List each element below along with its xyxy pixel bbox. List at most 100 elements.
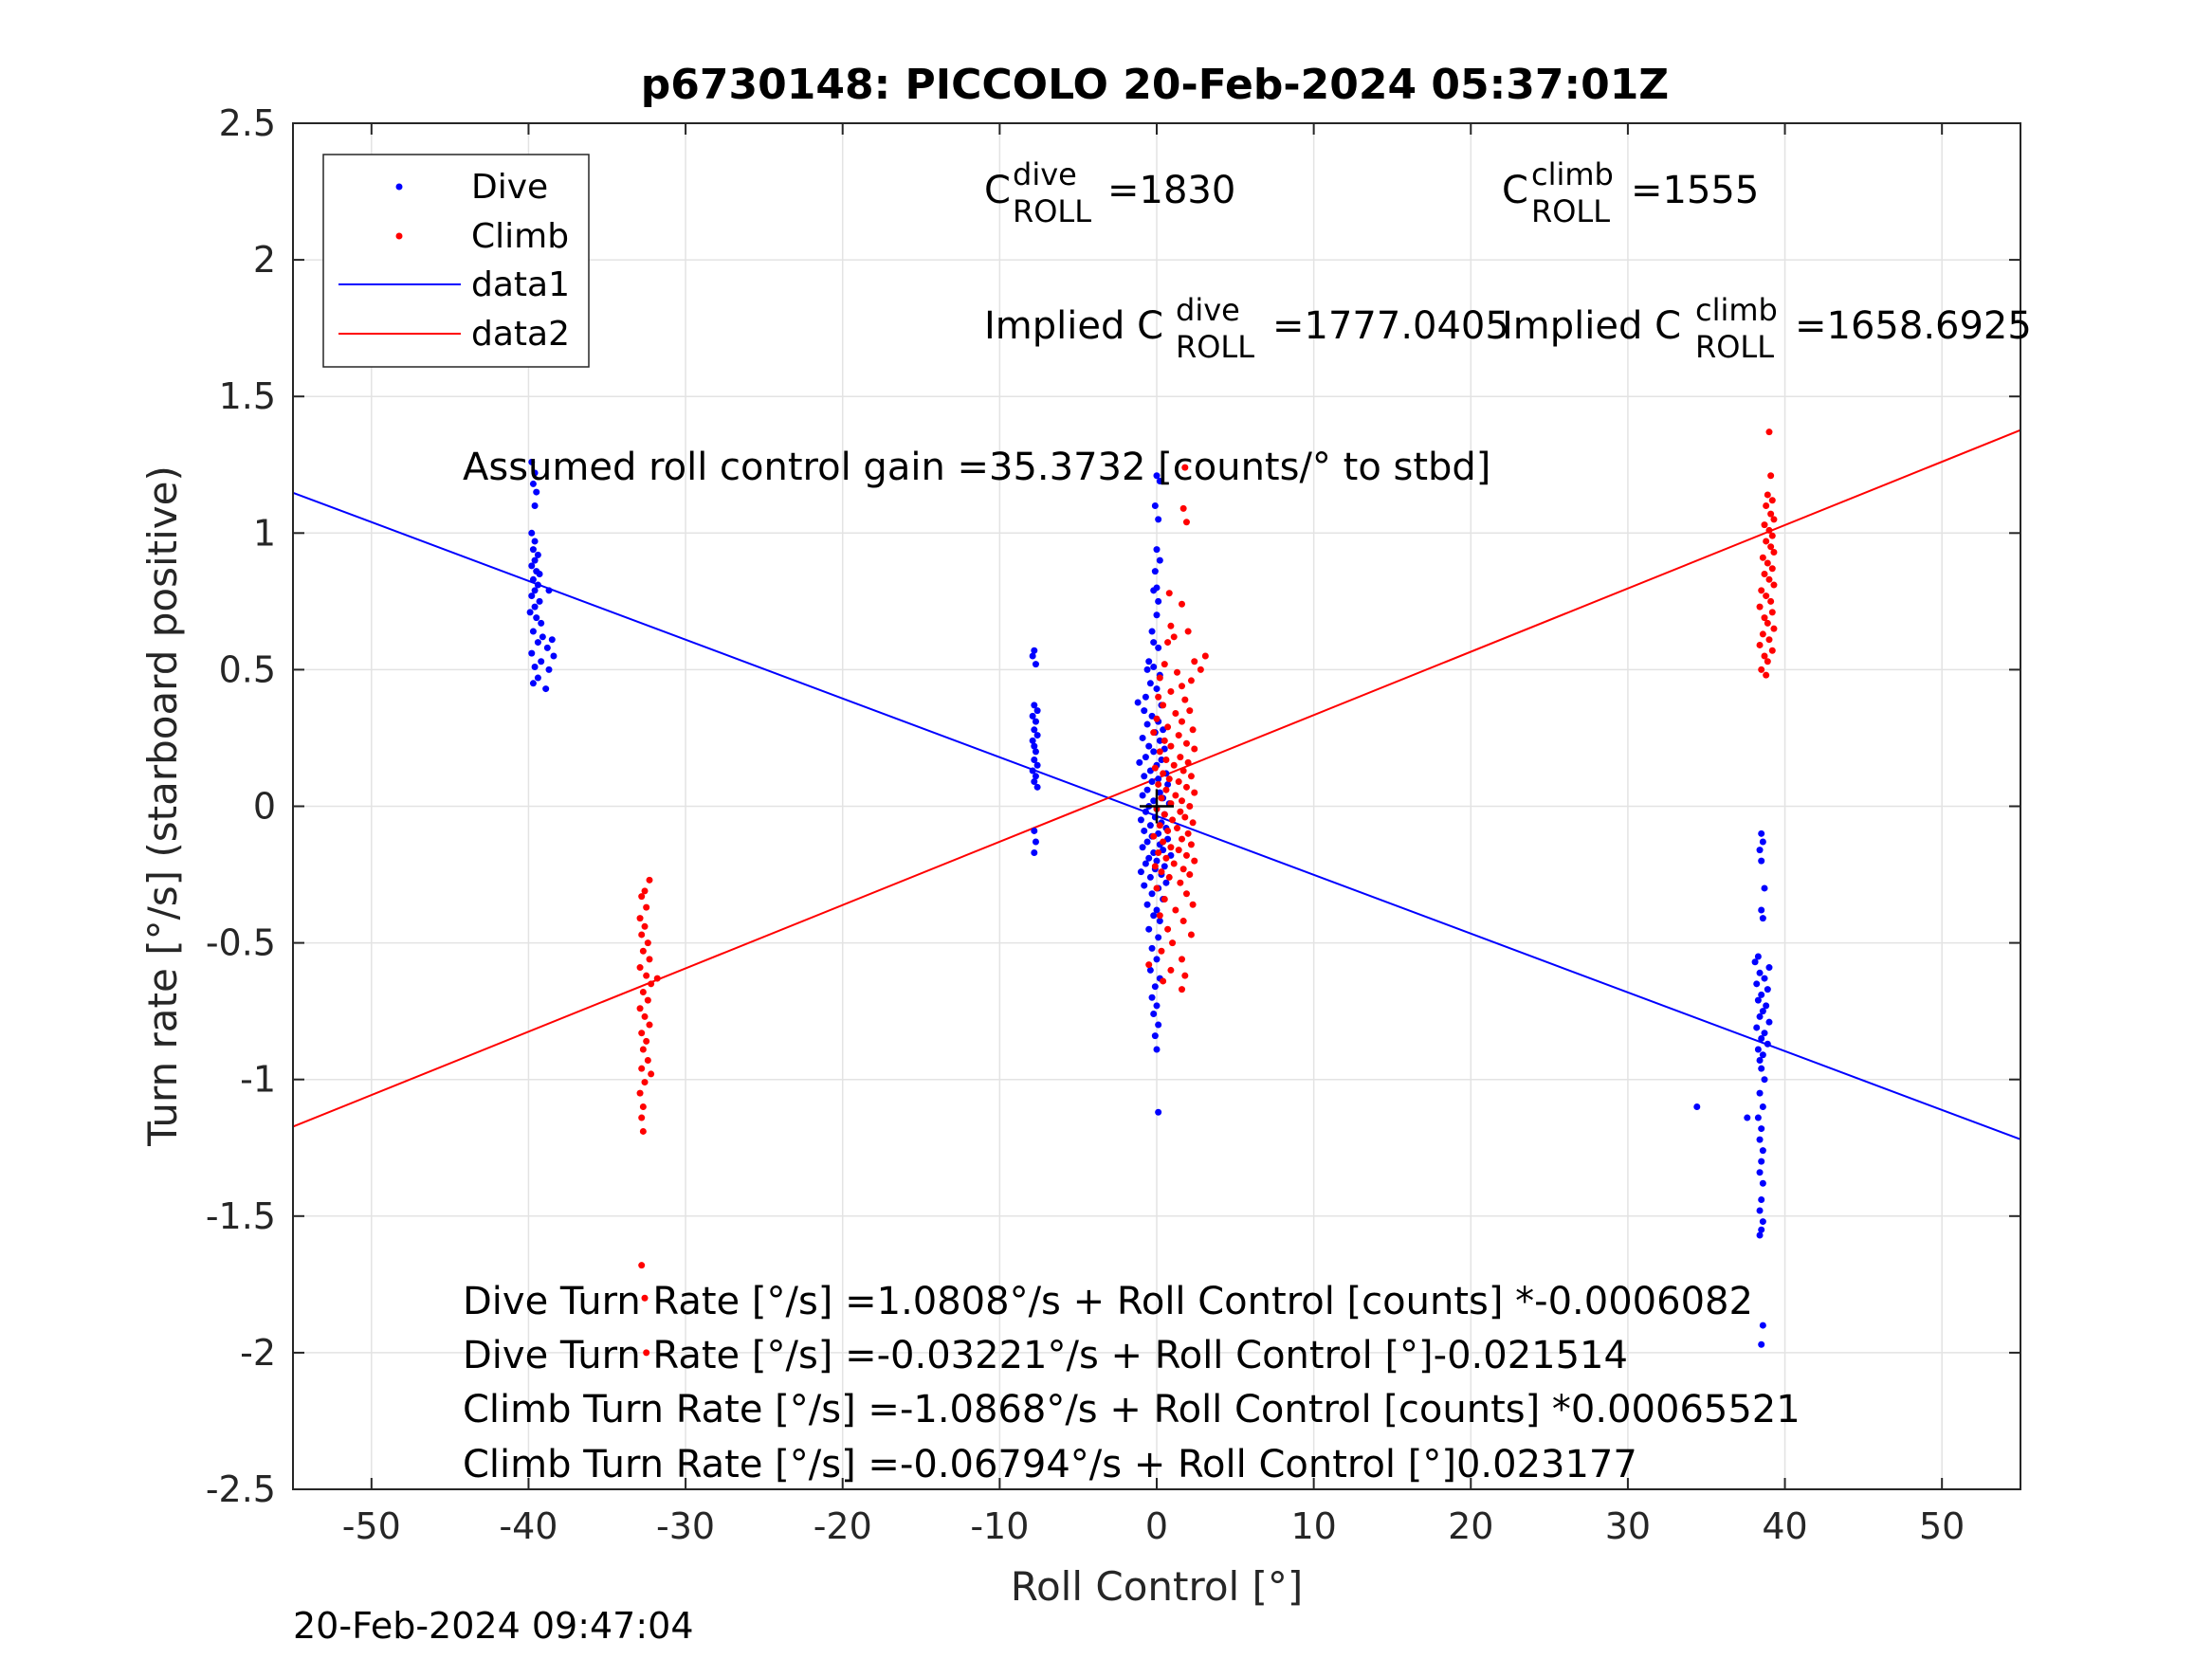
point-dive <box>1761 884 1768 892</box>
point-dive <box>1751 958 1759 966</box>
point-climb <box>1156 674 1163 682</box>
annotation-c-dive-sup: dive <box>1013 156 1077 192</box>
point-climb <box>641 1079 649 1086</box>
point-dive <box>538 619 545 627</box>
point-climb <box>1162 854 1170 862</box>
point-dive <box>528 649 536 657</box>
point-dive <box>536 571 543 578</box>
annotation-c-climb-sub: ROLL <box>1531 193 1610 229</box>
point-climb <box>1187 841 1195 848</box>
point-climb <box>1162 786 1170 793</box>
point-dive <box>528 592 536 600</box>
point-dive <box>1150 797 1158 805</box>
point-dive <box>1148 890 1156 898</box>
point-climb <box>1170 633 1178 641</box>
point-dive <box>1142 860 1149 867</box>
point-dive <box>531 603 539 611</box>
point-climb <box>639 1046 647 1053</box>
point-climb <box>638 893 646 901</box>
point-dive <box>533 614 540 622</box>
point-climb <box>1179 918 1187 925</box>
point-climb <box>1167 742 1175 750</box>
point-dive <box>1146 680 1154 687</box>
point-dive <box>1155 1108 1162 1116</box>
point-climb <box>1768 497 1776 504</box>
chart-title: p6730148: PICCOLO 20-Feb-2024 05:37:01Z <box>641 61 1669 109</box>
point-climb <box>1155 693 1162 701</box>
point-climb <box>1179 504 1187 512</box>
point-dive <box>1753 980 1761 988</box>
point-dive <box>1754 996 1762 1004</box>
point-climb <box>1161 811 1168 818</box>
point-dive <box>545 587 553 594</box>
point-dive <box>528 562 536 570</box>
fit-equation-1: Dive Turn Rate [°/s] =1.0808°/s + Roll C… <box>463 1280 1753 1323</box>
y-tick-label: -1.5 <box>206 1195 276 1237</box>
point-climb <box>1169 939 1177 947</box>
annotation-implied-dive-sup: dive <box>1176 292 1240 328</box>
point-climb <box>1182 783 1190 791</box>
point-climb <box>1164 925 1172 933</box>
point-climb <box>644 996 651 1004</box>
point-dive <box>1143 838 1151 846</box>
x-tick-label: 50 <box>1919 1505 1965 1547</box>
point-dive <box>1756 1207 1764 1214</box>
point-climb <box>638 931 646 939</box>
point-climb <box>653 975 661 982</box>
point-climb <box>1179 718 1186 725</box>
point-climb <box>1165 873 1173 881</box>
point-climb <box>1175 732 1182 739</box>
point-climb <box>1765 575 1773 583</box>
point-climb <box>1763 592 1770 600</box>
point-climb <box>1189 726 1197 734</box>
point-dive <box>1761 975 1768 982</box>
point-climb <box>1153 715 1161 722</box>
point-climb <box>1177 808 1184 815</box>
point-dive <box>1033 707 1041 715</box>
point-climb <box>641 1012 649 1020</box>
point-dive <box>1139 734 1146 741</box>
point-dive <box>1029 712 1036 720</box>
point-climb <box>1764 559 1771 567</box>
point-dive <box>1153 857 1161 865</box>
point-climb <box>1756 641 1764 648</box>
point-climb <box>1767 543 1775 551</box>
point-dive <box>1155 934 1162 941</box>
point-climb <box>636 915 644 922</box>
point-dive <box>534 674 541 682</box>
legend-data1-label: data1 <box>471 265 570 304</box>
fit-equation-4: Climb Turn Rate [°/s] =-0.06794°/s + Rol… <box>463 1443 1637 1486</box>
point-climb <box>1767 472 1775 480</box>
point-climb <box>1187 773 1195 780</box>
point-dive <box>531 469 539 477</box>
point-dive <box>1032 773 1039 780</box>
point-dive <box>531 587 539 594</box>
point-climb <box>1175 778 1182 786</box>
point-climb <box>1161 895 1168 902</box>
point-climb <box>1191 745 1198 753</box>
point-climb <box>1770 581 1778 589</box>
y-tick-label: -2 <box>240 1332 276 1374</box>
point-climb <box>1186 871 1194 879</box>
point-climb <box>1165 775 1173 783</box>
point-dive <box>1032 838 1039 846</box>
point-dive <box>1756 1136 1764 1143</box>
annotation-implied-dive-value: =1777.0405 <box>1272 304 1509 348</box>
point-climb <box>1761 521 1768 529</box>
point-dive <box>1148 628 1156 635</box>
fit-equation-3: Climb Turn Rate [°/s] =-1.0868°/s + Roll… <box>463 1388 1801 1431</box>
point-climb <box>1758 587 1765 594</box>
point-climb <box>1156 822 1163 830</box>
point-dive <box>1758 1065 1765 1072</box>
y-tick-label: 1 <box>253 512 276 554</box>
point-climb <box>1767 597 1775 605</box>
annotation-c-climb-sup: climb <box>1531 156 1614 192</box>
point-climb <box>1189 901 1197 908</box>
point-dive <box>542 685 550 693</box>
legend-box <box>322 154 590 368</box>
point-climb <box>1167 966 1175 974</box>
point-climb <box>1160 838 1167 846</box>
point-dive <box>534 551 541 558</box>
point-dive <box>1150 639 1158 647</box>
point-dive <box>1758 1034 1765 1042</box>
